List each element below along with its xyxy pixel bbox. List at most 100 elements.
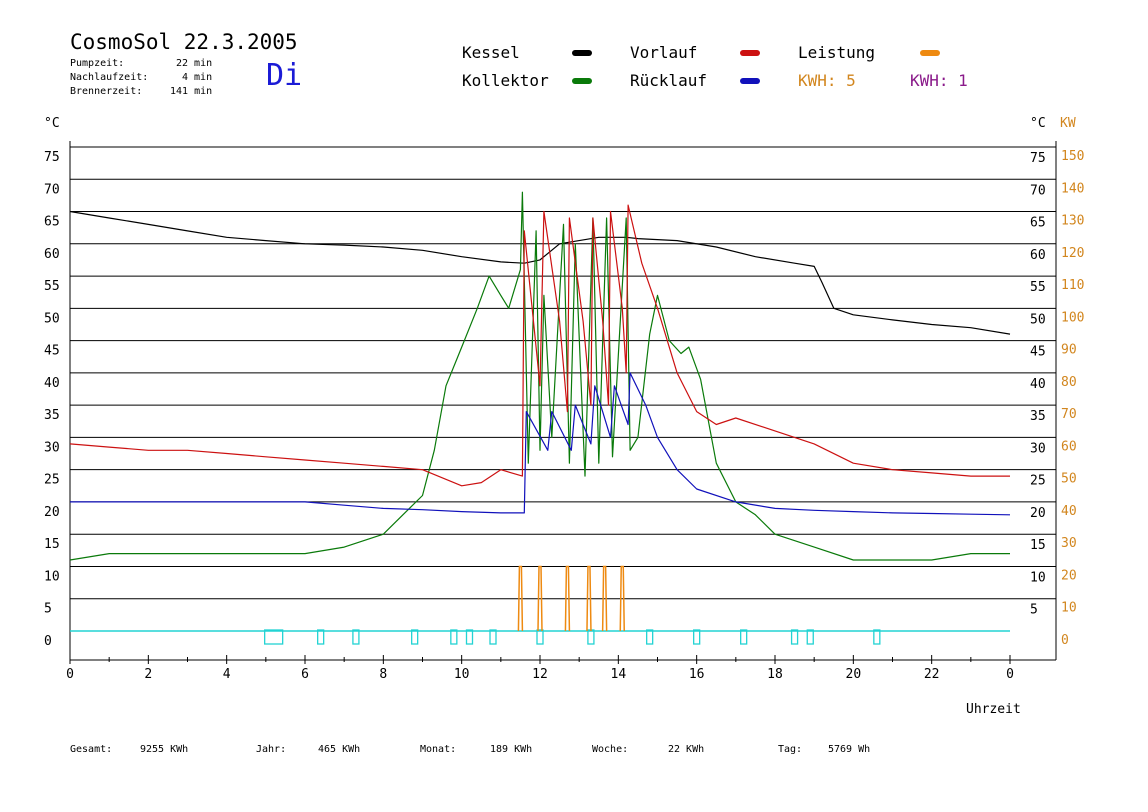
- y-tick-label-left: 50: [44, 311, 60, 326]
- legend-leistung-label: Leistung: [798, 43, 876, 62]
- y-tick-label-left: 20: [44, 505, 60, 520]
- legend-ruecklauf-label: Rücklauf: [630, 71, 708, 90]
- x-tick-label: 0: [66, 667, 74, 682]
- x-tick-label: 18: [767, 667, 783, 682]
- y-tick-label-right-celsius: 45: [1030, 345, 1046, 360]
- pump-marker: [873, 629, 881, 645]
- x-tick-label: 14: [611, 667, 627, 682]
- power-spike: [586, 565, 592, 632]
- x-tick-label: 8: [379, 667, 387, 682]
- legend-ruecklauf-swatch: [740, 78, 760, 84]
- y-tick-label-right-kw: 0: [1061, 633, 1069, 648]
- footer-monat-label: Monat:: [420, 744, 457, 755]
- pump-marker: [317, 629, 325, 645]
- kollektor-line: [69, 191, 1010, 561]
- x-tick-label: 4: [223, 667, 231, 682]
- y-tick-label-right-celsius: 10: [1030, 570, 1046, 585]
- footer-woche-value: 22 KWh: [668, 744, 705, 755]
- chart-title: CosmoSol 22.3.2005: [70, 30, 298, 54]
- y-tick-label-left: 55: [44, 279, 60, 294]
- footer-tag-label: Tag:: [778, 744, 803, 755]
- y-tick-label-right-celsius: 55: [1030, 280, 1046, 295]
- y-tick-label-right-kw: 100: [1061, 310, 1084, 325]
- y-tick-label-right-celsius: 20: [1030, 506, 1046, 521]
- legend-kollektor-label: Kollektor: [462, 71, 549, 90]
- y-tick-label-right-kw: 40: [1061, 504, 1077, 519]
- pumpzeit-label: Pumpzeit:: [70, 58, 125, 69]
- legend-leistung-swatch: [920, 50, 940, 56]
- pump-marker: [740, 629, 748, 645]
- legend-vorlauf-swatch: [740, 50, 760, 56]
- left-axis-unit: °C: [44, 116, 60, 131]
- footer-monat-value: 189 KWh: [490, 744, 533, 755]
- footer-jahr-label: Jahr:: [256, 744, 287, 755]
- y-tick-label-right-kw: 150: [1061, 149, 1084, 164]
- pump-marker: [352, 629, 360, 645]
- y-tick-label-left: 60: [44, 247, 60, 262]
- x-tick-label: 12: [532, 667, 548, 682]
- right-axis-unit-kw: KW: [1060, 116, 1076, 131]
- y-tick-label-right-celsius: 5: [1030, 603, 1038, 618]
- y-tick-label-right-celsius: 25: [1030, 474, 1046, 489]
- y-tick-label-left: 0: [44, 634, 52, 649]
- y-tick-label-right-kw: 30: [1061, 536, 1077, 551]
- y-tick-label-right-kw: 20: [1061, 568, 1077, 583]
- y-tick-label-left: 35: [44, 408, 60, 423]
- y-tick-label-left: 25: [44, 473, 60, 488]
- x-tick-label: 20: [846, 667, 862, 682]
- y-tick-label-left: 65: [44, 215, 60, 230]
- y-tick-label-right-celsius: 40: [1030, 377, 1046, 392]
- brennerzeit-value: 141 min: [170, 86, 213, 97]
- legend-kollektor-swatch: [572, 78, 592, 84]
- pump-marker: [450, 629, 458, 645]
- footer-tag-value: 5769 Wh: [828, 744, 871, 755]
- pump-marker: [693, 629, 701, 645]
- nachlaufzeit-label: Nachlaufzeit:: [70, 72, 149, 83]
- pump-marker: [806, 629, 814, 645]
- legend-kwh-second: KWH: 1: [910, 71, 968, 90]
- y-tick-label-right-kw: 140: [1061, 181, 1084, 196]
- y-tick-label-right-celsius: 15: [1030, 538, 1046, 553]
- y-tick-label-left: 15: [44, 537, 60, 552]
- brennerzeit-label: Brennerzeit:: [70, 86, 143, 97]
- y-tick-label-right-kw: 50: [1061, 472, 1077, 487]
- x-axis-label: Uhrzeit: [966, 702, 1021, 717]
- y-tick-label-left: 10: [44, 569, 60, 584]
- y-tick-label-left: 75: [44, 150, 60, 165]
- pump-marker: [264, 629, 284, 645]
- power-spike: [564, 565, 571, 632]
- y-tick-label-right-kw: 80: [1061, 375, 1077, 390]
- pumpzeit-value: 22 min: [176, 58, 213, 69]
- y-tick-label-right-kw: 90: [1061, 343, 1077, 358]
- pump-marker: [587, 629, 595, 645]
- footer-woche-label: Woche:: [592, 744, 629, 755]
- y-tick-label-right-celsius: 50: [1030, 312, 1046, 327]
- x-tick-label: 16: [689, 667, 705, 682]
- vorlauf-line: [69, 204, 1010, 487]
- kessel-line: [69, 210, 1011, 335]
- y-tick-label-right-kw: 10: [1061, 601, 1077, 616]
- y-tick-label-right-kw: 70: [1061, 407, 1077, 422]
- y-tick-label-right-kw: 110: [1061, 278, 1084, 293]
- y-tick-label-right-celsius: 75: [1030, 151, 1046, 166]
- weekday-label: Di: [266, 58, 303, 93]
- pump-marker: [646, 629, 654, 645]
- x-tick-label: 10: [454, 667, 470, 682]
- pump-marker: [465, 629, 474, 645]
- y-tick-label-right-kw: 130: [1061, 214, 1084, 229]
- x-tick-label: 0: [1006, 667, 1014, 682]
- pump-marker: [790, 629, 799, 645]
- y-tick-label-right-celsius: 70: [1030, 183, 1046, 198]
- power-spike: [537, 565, 543, 632]
- x-tick-label: 2: [144, 667, 152, 682]
- pump-marker: [536, 629, 544, 645]
- pump-marker: [411, 629, 419, 645]
- footer-gesamt-label: Gesamt:: [70, 744, 113, 755]
- pump-marker: [489, 629, 497, 645]
- y-tick-label-left: 70: [44, 182, 60, 197]
- right-axis-unit-celsius: °C: [1030, 116, 1046, 131]
- legend-vorlauf-label: Vorlauf: [630, 43, 698, 62]
- y-tick-label-right-kw: 60: [1061, 439, 1077, 454]
